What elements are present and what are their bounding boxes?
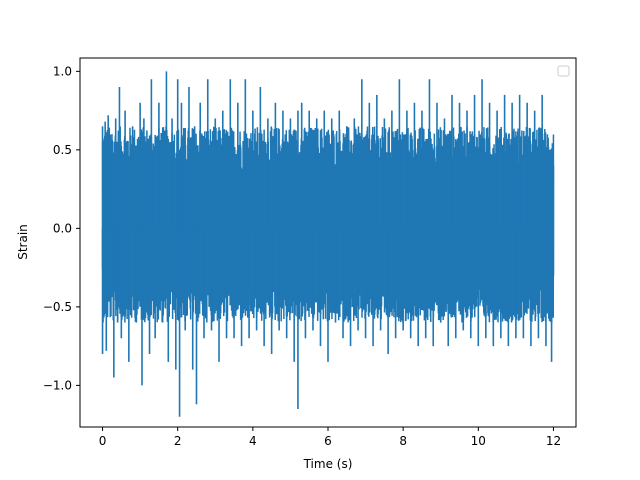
x-tick-label: 6 xyxy=(324,434,332,448)
y-tick-label: 0.5 xyxy=(53,143,72,157)
y-axis: −1.0 −0.5 0.0 0.5 1.0 xyxy=(43,64,80,392)
x-axis-label: Time (s) xyxy=(303,457,353,471)
x-tick-label: 2 xyxy=(174,434,182,448)
y-tick-label: 1.0 xyxy=(53,64,72,78)
y-tick-label: −0.5 xyxy=(43,300,72,314)
series-layer xyxy=(101,71,555,417)
x-axis: 0 2 4 6 8 10 12 xyxy=(99,427,561,448)
x-tick-label: 8 xyxy=(399,434,407,448)
y-axis-label: Strain xyxy=(16,224,30,260)
y-tick-label: −1.0 xyxy=(43,378,72,392)
legend-box xyxy=(557,65,570,77)
x-tick-label: 12 xyxy=(546,434,561,448)
x-tick-label: 10 xyxy=(471,434,486,448)
y-tick-label: 0.0 xyxy=(53,221,72,235)
x-tick-label: 0 xyxy=(99,434,107,448)
plot-area xyxy=(79,57,577,428)
x-tick-label: 4 xyxy=(249,434,257,448)
